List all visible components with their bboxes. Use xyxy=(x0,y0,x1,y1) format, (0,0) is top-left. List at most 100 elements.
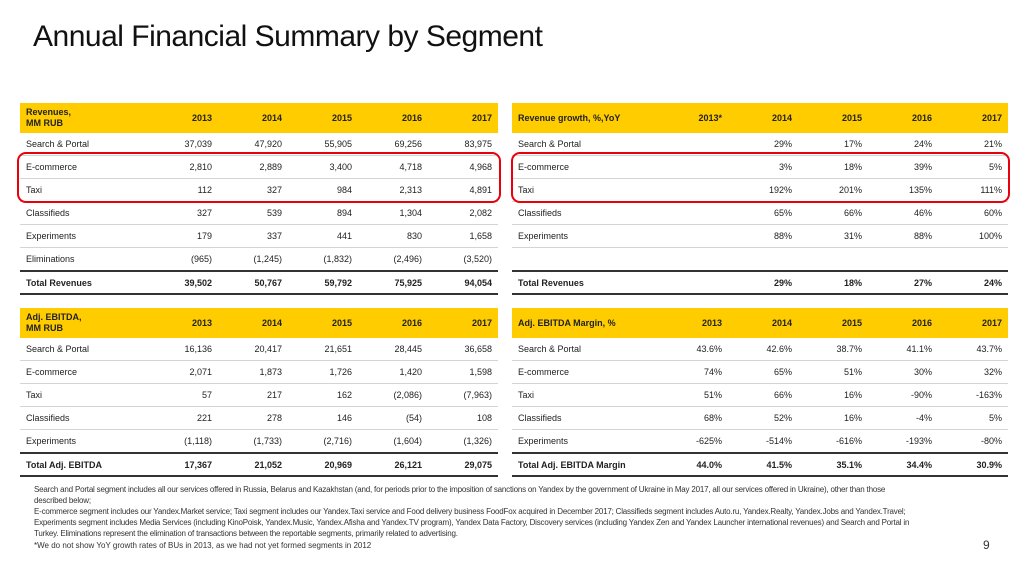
cell-value: 65% xyxy=(728,201,798,225)
cell-value xyxy=(798,248,868,272)
cell-value: 18% xyxy=(798,155,868,179)
column-header: 2017 xyxy=(428,308,498,338)
column-header: 2015 xyxy=(798,308,868,338)
cell-value: 830 xyxy=(358,224,428,248)
cell-value: (3,520) xyxy=(428,247,498,272)
cell-value: 74% xyxy=(658,360,728,384)
cell-value: 24% xyxy=(868,133,938,156)
revenue-growth-table: Revenue growth, %,YoY 2013* 2014 2015 2016 20… xyxy=(512,103,1008,295)
cell-value: 146 xyxy=(288,406,358,430)
page-title: Annual Financial Summary by Segment xyxy=(33,20,543,53)
total-label: Total Revenues xyxy=(512,270,658,295)
cell-value: 112 xyxy=(148,178,218,202)
table-row: E-commerce 2,071 1,873 1,726 1,420 1,598 xyxy=(20,360,498,384)
cell-value: 88% xyxy=(728,224,798,248)
cell-value: 2,810 xyxy=(148,155,218,179)
table-title: Revenue growth, %,YoY xyxy=(512,103,658,133)
total-value: 24% xyxy=(938,270,1008,295)
cell-value: 3% xyxy=(728,155,798,179)
cell-value: (1,245) xyxy=(218,247,288,272)
table-row: Classifieds 65% 66% 46% 60% xyxy=(512,201,1008,225)
cell-value: (54) xyxy=(358,406,428,430)
adj-ebitda-table: Adj. EBITDA, MM RUB 2013 2014 2015 2016 2017 S… xyxy=(20,308,498,477)
total-row: Total Revenues 29% 18% 27% 24% xyxy=(512,270,1008,295)
cell-value: 4,718 xyxy=(358,155,428,179)
row-label: E-commerce xyxy=(20,155,148,179)
cell-value: 36,658 xyxy=(428,338,498,361)
cell-value: 21,651 xyxy=(288,338,358,361)
row-label: Classifieds xyxy=(20,201,148,225)
cell-value xyxy=(868,248,938,272)
cell-value: (7,963) xyxy=(428,383,498,407)
adj-ebitda-margin-table: Adj. EBITDA Margin, % 2013 2014 2015 2016 201… xyxy=(512,308,1008,477)
cell-value: 278 xyxy=(218,406,288,430)
table-row: Taxi 51% 66% 16% -90% -163% xyxy=(512,383,1008,407)
cell-value: 57 xyxy=(148,383,218,407)
cell-value: 984 xyxy=(288,178,358,202)
cell-value xyxy=(658,224,728,248)
column-header: 2016 xyxy=(868,308,938,338)
column-header: 2016 xyxy=(358,308,428,338)
cell-value: 65% xyxy=(728,360,798,384)
cell-value: (1,118) xyxy=(148,429,218,454)
cell-value: 192% xyxy=(728,178,798,202)
column-header: 2013 xyxy=(148,103,218,133)
cell-value: 539 xyxy=(218,201,288,225)
cell-value: 5% xyxy=(938,406,1008,430)
cell-value: 42.6% xyxy=(728,338,798,361)
cell-value: -514% xyxy=(728,429,798,454)
total-value: 75,925 xyxy=(358,270,428,295)
row-label: Experiments xyxy=(512,224,658,248)
footnote-segments: E-commerce segment includes our Yandex.M… xyxy=(34,507,910,538)
cell-value: 51% xyxy=(798,360,868,384)
cell-value: 47,920 xyxy=(218,133,288,156)
table-row: Classifieds 68% 52% 16% -4% 5% xyxy=(512,406,1008,430)
total-row: Total Adj. EBITDA Margin 44.0% 41.5% 35.1% 3… xyxy=(512,452,1008,477)
cell-value xyxy=(658,248,728,272)
row-label: Experiments xyxy=(20,429,148,454)
cell-value: (2,496) xyxy=(358,247,428,272)
table-row: Taxi 192% 201% 135% 111% xyxy=(512,178,1008,202)
cell-value xyxy=(658,133,728,156)
cell-value: 1,873 xyxy=(218,360,288,384)
total-value: 35.1% xyxy=(798,452,868,477)
cell-value: 16% xyxy=(798,406,868,430)
cell-value: 28,445 xyxy=(358,338,428,361)
cell-value: (2,716) xyxy=(288,429,358,454)
cell-value: 43.7% xyxy=(938,338,1008,361)
total-label: Total Revenues xyxy=(20,270,148,295)
cell-value: 21% xyxy=(938,133,1008,156)
row-label: Search & Portal xyxy=(20,338,148,361)
column-header: 2017 xyxy=(428,103,498,133)
row-label: E-commerce xyxy=(20,360,148,384)
total-value: 20,969 xyxy=(288,452,358,477)
table-title: Revenues, MM RUB xyxy=(20,103,148,133)
cell-value: 46% xyxy=(868,201,938,225)
cell-value: 51% xyxy=(658,383,728,407)
total-value: 94,054 xyxy=(428,270,498,295)
cell-value: -4% xyxy=(868,406,938,430)
table-row: Classifieds 327 539 894 1,304 2,082 xyxy=(20,201,498,225)
column-header: 2014 xyxy=(728,103,798,133)
column-header: 2013 xyxy=(658,308,728,338)
cell-value: 111% xyxy=(938,178,1008,202)
cell-value: 1,420 xyxy=(358,360,428,384)
cell-value: 1,726 xyxy=(288,360,358,384)
table-header: Revenues, MM RUB 2013 2014 2015 2016 2017 xyxy=(20,103,498,133)
column-header: 2015 xyxy=(288,103,358,133)
table-row: E-commerce 2,810 2,889 3,400 4,718 4,968 xyxy=(20,155,498,179)
cell-value: -80% xyxy=(938,429,1008,454)
row-label: Taxi xyxy=(512,178,658,202)
cell-value: 60% xyxy=(938,201,1008,225)
cell-value: 337 xyxy=(218,224,288,248)
cell-value: 2,071 xyxy=(148,360,218,384)
cell-value: 16,136 xyxy=(148,338,218,361)
row-label: Search & Portal xyxy=(20,133,148,156)
row-label xyxy=(512,248,658,272)
cell-value: 5% xyxy=(938,155,1008,179)
table-row: Search & Portal 43.6% 42.6% 38.7% 41.1% 43.7% xyxy=(512,338,1008,361)
cell-value: 83,975 xyxy=(428,133,498,156)
table-header: Adj. EBITDA Margin, % 2013 2014 2015 2016 201… xyxy=(512,308,1008,338)
cell-value: 2,313 xyxy=(358,178,428,202)
total-value: 29% xyxy=(728,270,798,295)
